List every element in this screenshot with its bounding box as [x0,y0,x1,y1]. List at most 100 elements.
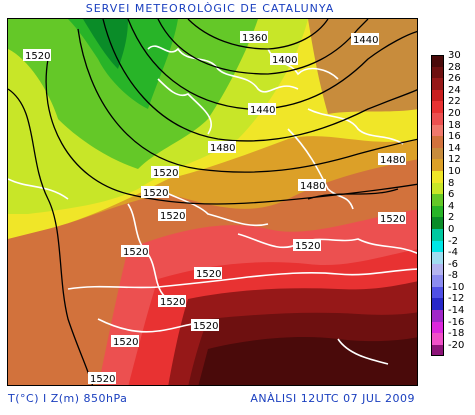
legend-swatch [431,310,444,322]
legend-label: 4 [448,200,455,212]
legend-label: 18 [448,119,461,131]
label-bg [270,53,298,65]
legend-swatch [431,112,444,125]
legend-swatch [431,101,444,113]
legend-swatch [431,344,444,357]
label-bg [111,335,139,347]
legend-swatch [431,159,444,171]
label-bg [351,33,379,45]
contour-label: 1520 [193,321,218,332]
contour-label: 1520 [160,211,185,222]
label-bg [191,319,219,331]
legend-label: -14 [448,305,465,317]
temp-band-14-ne [308,19,417,114]
contour-label: 1520 [196,269,221,280]
legend-label: 28 [448,61,461,73]
legend-swatch [431,147,444,160]
temp-band-30 [198,337,417,385]
legend-label: 30 [448,50,461,61]
label-bg [141,186,169,198]
legend-label: 2 [448,212,455,224]
contour-label: 1480 [210,143,235,154]
legend-swatch [431,170,444,183]
contour-label: 1520 [143,188,168,199]
legend-label: 14 [448,142,461,154]
legend-label: 26 [448,73,461,85]
contour-label: 1440 [250,105,275,116]
legend-labels: 30 28 26 24 22 20 18 16 14 12 10 8 6 4 2 0 -2 -4 -6 -8 -10 -1… [448,50,465,356]
legend-label: -4 [448,247,458,259]
legend-label: 20 [448,107,461,119]
weather-map: 1360 1400 1440 1440 1480 1480 1480 1520 … [7,18,418,386]
label-bg [194,267,222,279]
label-bg [23,49,51,61]
legend-swatch [431,263,444,276]
temperature-legend [431,55,445,357]
legend-swatch [431,217,444,229]
legend-label: 24 [448,84,461,96]
label-bg [121,245,149,257]
geopotential-contours [8,19,417,385]
label-bg [158,209,186,221]
temp-band-8-west [8,49,58,189]
label-bg [293,239,321,251]
legend-label: 10 [448,165,461,177]
legend-swatch [431,321,444,334]
variables-caption: T(°C) I Z(m) 850hPa [8,392,128,405]
contour-label: 1360 [242,33,267,44]
contour-label: 1520 [123,247,148,258]
legend-swatch [431,182,444,195]
contour-label: 1480 [380,155,405,166]
contour-label: 1520 [25,51,50,62]
legend-label: -20 [448,339,465,351]
contour-labels: 1360 1400 1440 1440 1480 1480 1480 1520 … [23,31,406,385]
temp-band-4 [68,19,178,109]
legend-swatch [431,194,444,206]
legend-swatch [431,55,444,67]
label-bg [151,166,179,178]
legend-label: 22 [448,96,461,108]
contour-label: 1400 [272,55,297,66]
contour-label: 1520 [160,297,185,308]
legend-label: -2 [448,235,458,247]
label-bg [158,295,186,307]
legend-swatch [431,252,444,264]
legend-swatch [431,333,444,345]
label-bg [240,31,268,43]
contour-label: 1520 [113,337,138,348]
contour-label: 1520 [153,168,178,179]
legend-label: -18 [448,328,465,340]
contour-label: 1520 [295,241,320,252]
legend-label: 12 [448,154,461,166]
label-bg [378,212,406,224]
contour-label: 1520 [90,374,115,385]
legend-swatch [431,89,444,102]
analysis-caption: ANÀLISI 12UTC 07 JUL 2009 [250,392,415,405]
legend-swatch [431,298,444,311]
contour-label: 1440 [353,35,378,46]
label-bg [88,372,116,384]
page-title: SERVEI METEOROLÒGIC DE CATALUNYA [85,2,335,15]
legend-swatch [431,66,444,79]
legend-label: -6 [448,258,458,270]
legend-label: -10 [448,281,465,293]
legend-swatch [431,275,444,287]
label-bg [208,141,236,153]
legend-swatch [431,124,444,137]
label-bg [378,153,406,165]
label-bg [298,179,326,191]
legend-swatch [431,205,444,218]
legend-label: 8 [448,177,455,189]
legend-label: 6 [448,189,455,201]
contour-label: 1480 [300,181,325,192]
legend-swatch [431,78,444,90]
legend-swatch [431,286,444,299]
legend-label: -8 [448,270,458,282]
label-bg [248,103,276,115]
contour-label: 1520 [380,214,405,225]
legend-swatch [431,228,444,241]
legend-label: -12 [448,293,465,305]
legend-swatch [431,136,444,148]
legend-label: -16 [448,316,465,328]
legend-swatch [431,240,444,253]
